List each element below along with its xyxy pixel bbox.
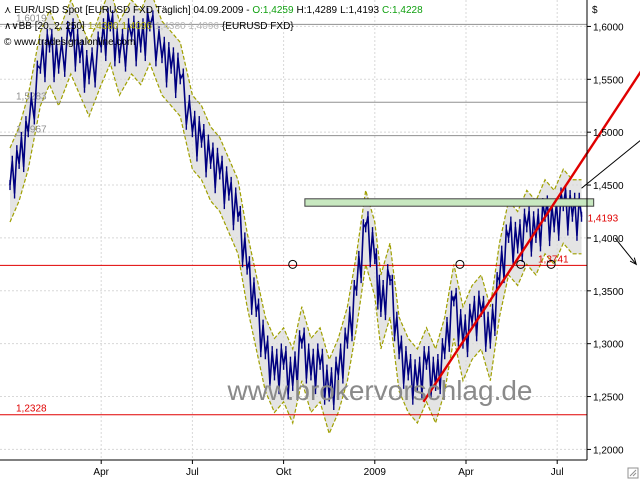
- header-low: L:1,4193: [340, 5, 379, 16]
- level-label: 1,6019: [16, 13, 47, 24]
- bb-faint: 1,4380 1,4096: [155, 21, 219, 32]
- annotation-layer: 1,4193: [288, 70, 640, 403]
- pivot-circle: [546, 259, 556, 269]
- pivot-circle: [455, 259, 465, 269]
- x-tick-label: Apr: [458, 467, 474, 478]
- y-tick-label: 1,4000: [593, 234, 624, 245]
- bollinger-lower-line: [9, 61, 582, 436]
- arrow-head-icon: [629, 257, 638, 266]
- bb-symbol: {EURUSD FXD}: [222, 21, 294, 32]
- x-tick-label: 2009: [364, 467, 387, 478]
- resize-grip-icon[interactable]: [627, 467, 639, 479]
- price-series-layer: [9, 7, 583, 411]
- x-tick-label: Okt: [276, 467, 292, 478]
- pivot-circle: [516, 259, 526, 269]
- x-tick-label: Jul: [551, 467, 564, 478]
- level-label: 1,3741: [538, 254, 569, 265]
- trend-line: [422, 70, 640, 403]
- header-symbol: EUR/USD Spot [EURUSD FXD Täglich] 04.09.…: [14, 5, 252, 16]
- y-tick-label: 1,2500: [593, 393, 624, 404]
- copyright-text: © www.tradesignalonline.com: [4, 37, 135, 48]
- y-tick-label: 1,4500: [593, 181, 624, 192]
- last-price-label: 1,4193: [588, 214, 619, 225]
- y-tick-label: 1,3500: [593, 287, 624, 298]
- header-close: C:1,4228: [382, 5, 423, 16]
- arrow-shaft: [581, 140, 640, 189]
- header-open: O:1,4259: [252, 5, 294, 16]
- header-high: H:1,4289: [297, 5, 338, 16]
- bb-label: BB [20, 2, 250]: [19, 21, 85, 32]
- bb-lower: 1,4096: [121, 21, 152, 32]
- y-tick-label: 1,6000: [593, 22, 624, 33]
- header-line-1: ⋏ EUR/USD Spot [EURUSD FXD Täglich] 04.0…: [4, 5, 423, 16]
- y-tick-label: 1,3000: [593, 340, 624, 351]
- level-label: 1,2328: [16, 404, 47, 415]
- bb-icon: ∧∨: [4, 21, 19, 32]
- currency-symbol: $: [592, 5, 598, 16]
- header-line-2: ∧∨BB [20, 2, 250] 1,4380 1,4096 1,4380 1,40…: [4, 21, 294, 32]
- bb-upper: 1,4380: [88, 21, 119, 32]
- watermark-text: www.brokervorschlag.de: [226, 375, 532, 406]
- y-tick-label: 1,2000: [593, 445, 624, 456]
- y-tick-label: 1,5500: [593, 75, 624, 86]
- resistance-box: [304, 198, 595, 207]
- pivot-circle: [288, 259, 298, 269]
- y-axis-ticks: 1,2000 1,2500 1,3000 1,3500 1,4000 1,4500 1,50…: [587, 22, 624, 456]
- header-caret-icon: ⋏: [4, 5, 14, 16]
- arrow-shaft: [614, 237, 637, 265]
- x-tick-label: Jul: [186, 467, 199, 478]
- x-axis-ticks: AprJulOkt2009AprJulOkt2010AprJulOkt2011A…: [93, 460, 564, 478]
- level-label: 1,4967: [16, 125, 47, 136]
- y-tick-label: 1,5000: [593, 128, 624, 139]
- x-tick-label: Apr: [93, 467, 109, 478]
